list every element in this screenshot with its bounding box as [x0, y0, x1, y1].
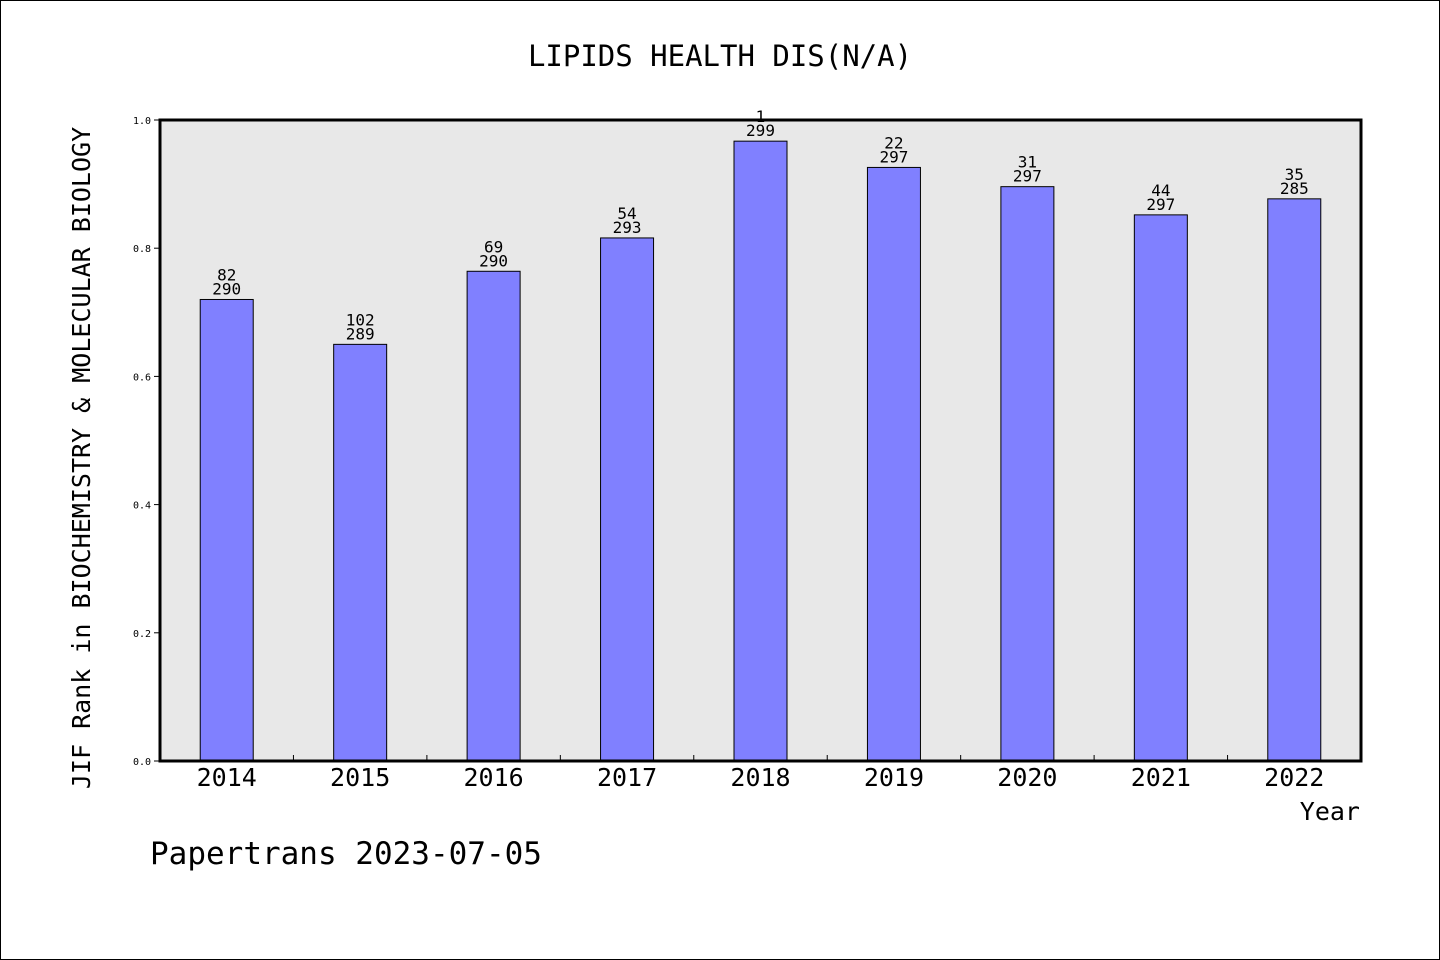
bar-total-label: 285	[1280, 179, 1309, 198]
bar-rank-label: 102	[346, 310, 375, 329]
x-tick-label: 2017	[597, 763, 657, 792]
bar-2022	[1267, 198, 1322, 762]
y-tick-label: 0.6	[133, 372, 151, 383]
bar-total-label: 293	[613, 218, 642, 237]
y-tick-label: 0.8	[133, 244, 151, 255]
bar-2019	[866, 166, 921, 762]
x-tick-label: 2022	[1264, 763, 1324, 792]
bar-2016	[466, 270, 521, 762]
x-tick-label: 2020	[997, 763, 1057, 792]
bar-2017	[600, 237, 655, 762]
y-tick-label: 0.4	[133, 501, 151, 512]
y-tick-label: 0.0	[133, 757, 151, 768]
bar-2020	[1000, 186, 1055, 762]
bars	[199, 140, 1322, 762]
footer-text: Papertrans 2023-07-05	[150, 836, 542, 872]
bar-total-label: 290	[479, 251, 508, 270]
bar-total-label: 297	[879, 147, 908, 166]
y-axis: 0.0 0.2 0.4 0.6 0.8 1.0	[133, 116, 160, 768]
bar-2021	[1133, 214, 1188, 762]
y-tick-label: 1.0	[133, 116, 151, 127]
bar-total-label: 289	[346, 324, 375, 343]
x-tick-label: 2016	[464, 763, 524, 792]
bar-2014	[199, 298, 254, 762]
x-tick-label: 2019	[864, 763, 924, 792]
bar-2015	[333, 343, 388, 762]
y-tick-label: 0.2	[133, 629, 151, 640]
chart-title: LIPIDS HEALTH DIS(N/A)	[528, 39, 912, 73]
bar-rank-label: 1	[756, 107, 766, 126]
bar-rank-label: 31	[1018, 153, 1037, 172]
y-axis-label: JIF Rank in BIOCHEMISTRY & MOLECULAR BIO…	[67, 127, 96, 789]
x-tick-label: 2015	[330, 763, 390, 792]
x-tick-label: 2021	[1131, 763, 1191, 792]
bar-rank-label: 69	[484, 237, 503, 256]
bar-total-label: 290	[212, 279, 241, 298]
bar-rank-label: 44	[1151, 181, 1170, 200]
bar-rank-label: 82	[217, 265, 236, 284]
bar-rank-label: 54	[617, 204, 636, 223]
bar-total-label: 297	[1013, 167, 1042, 186]
bar-rank-label: 22	[884, 133, 903, 152]
bar-total-label: 297	[1146, 195, 1175, 214]
bar-rank-label: 35	[1285, 165, 1304, 184]
x-axis: 2014 2015 2016 2017 2018 2019 2020 2021 2022	[197, 755, 1324, 792]
x-tick-label: 2014	[197, 763, 257, 792]
x-axis-label: Year	[1300, 797, 1360, 826]
x-tick-label: 2018	[730, 763, 790, 792]
bar-2018	[733, 140, 788, 762]
plot-border	[158, 118, 1363, 763]
bar-total-label: 299	[746, 121, 775, 140]
